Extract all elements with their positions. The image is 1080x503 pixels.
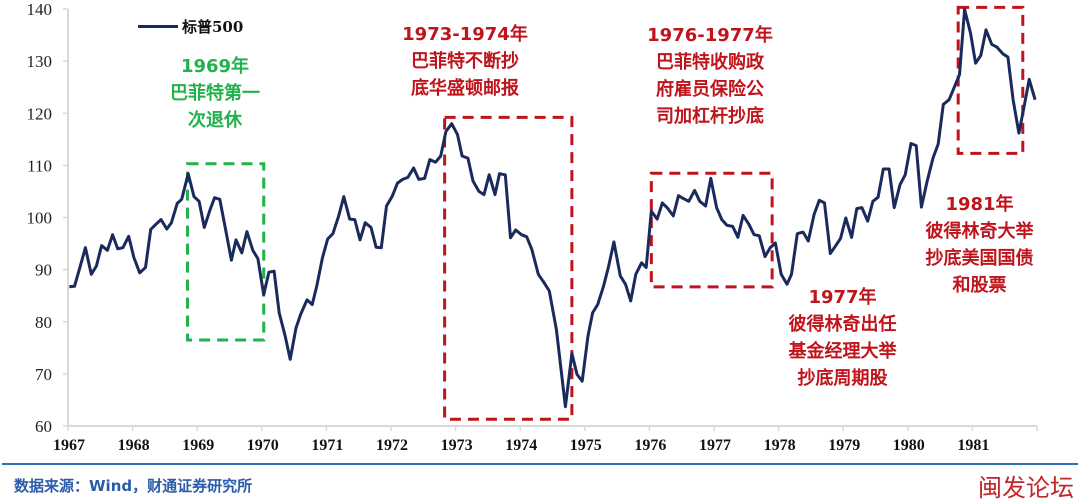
x-tick-label: 1969 [182, 437, 214, 454]
y-tick-label: 140 [27, 0, 53, 19]
annotation-line: 巴菲特第一 [155, 80, 275, 107]
x-tick-label: 1971 [311, 437, 343, 454]
y-tick-label: 100 [27, 209, 53, 228]
annotation-line: 府雇员保险公 [647, 76, 773, 103]
annotation-line: 底华盛顿邮报 [402, 75, 528, 102]
x-tick-label: 1976 [634, 437, 666, 454]
annotation-1976-1977: 1976-1977年 巴菲特收购政 府雇员保险公 司加杠杆抄底 [647, 22, 773, 130]
annotation-line: 彼得林奇大举 [917, 218, 1042, 245]
annotation-line: 1969年 [155, 53, 275, 80]
annotation-1973-1974: 1973-1974年 巴菲特不断抄 底华盛顿邮报 [402, 21, 528, 102]
annotation-line: 抄底周期股 [780, 365, 905, 392]
highlight-box [445, 117, 572, 419]
annotation-line: 1976-1977年 [647, 22, 773, 49]
y-tick-label: 70 [35, 365, 52, 384]
legend-label: 标普500 [182, 16, 243, 37]
footer-divider [2, 463, 1078, 465]
x-tick-label: 1978 [764, 437, 796, 454]
x-tick-label: 1974 [505, 437, 537, 454]
legend-swatch [138, 25, 178, 28]
annotation-line: 和股票 [917, 272, 1042, 299]
y-tick-label: 110 [27, 156, 52, 175]
annotation-line: 基金经理大举 [780, 338, 905, 365]
annotation-line: 司加杠杆抄底 [647, 103, 773, 130]
x-tick-label: 1977 [699, 437, 731, 454]
y-tick-label: 90 [35, 261, 52, 280]
annotation-line: 1973-1974年 [402, 21, 528, 48]
x-tick-label: 1968 [118, 437, 150, 454]
annotation-line: 巴菲特收购政 [647, 49, 773, 76]
annotation-line: 巴菲特不断抄 [402, 48, 528, 75]
source-note: 数据来源：Wind，财通证券研究所 [14, 475, 252, 496]
y-tick-label: 80 [35, 313, 52, 332]
legend: 标普500 [138, 16, 243, 37]
annotation-1981: 1981年 彼得林奇大举 抄底美国国债 和股票 [917, 191, 1042, 299]
x-tick-label: 1979 [828, 437, 860, 454]
y-tick-label: 60 [35, 417, 52, 436]
y-tick-label: 130 [27, 52, 53, 71]
x-tick-label: 1980 [893, 437, 925, 454]
x-tick-label: 1981 [957, 437, 989, 454]
annotation-1969: 1969年 巴菲特第一 次退休 [155, 53, 275, 134]
highlight-box [958, 7, 1023, 153]
watermark: 闽发论坛 [978, 468, 1074, 503]
y-tick-label: 120 [27, 104, 53, 123]
annotation-1977: 1977年 彼得林奇出任 基金经理大举 抄底周期股 [780, 284, 905, 392]
annotation-line: 1977年 [780, 284, 905, 311]
x-tick-label: 1967 [53, 437, 85, 454]
x-tick-label: 1972 [376, 437, 408, 454]
annotation-line: 1981年 [917, 191, 1042, 218]
x-tick-label: 1973 [441, 437, 473, 454]
annotation-line: 次退休 [155, 107, 275, 134]
x-tick-label: 1975 [570, 437, 602, 454]
x-tick-label: 1970 [247, 437, 279, 454]
annotation-line: 抄底美国国债 [917, 245, 1042, 272]
annotation-line: 彼得林奇出任 [780, 311, 905, 338]
